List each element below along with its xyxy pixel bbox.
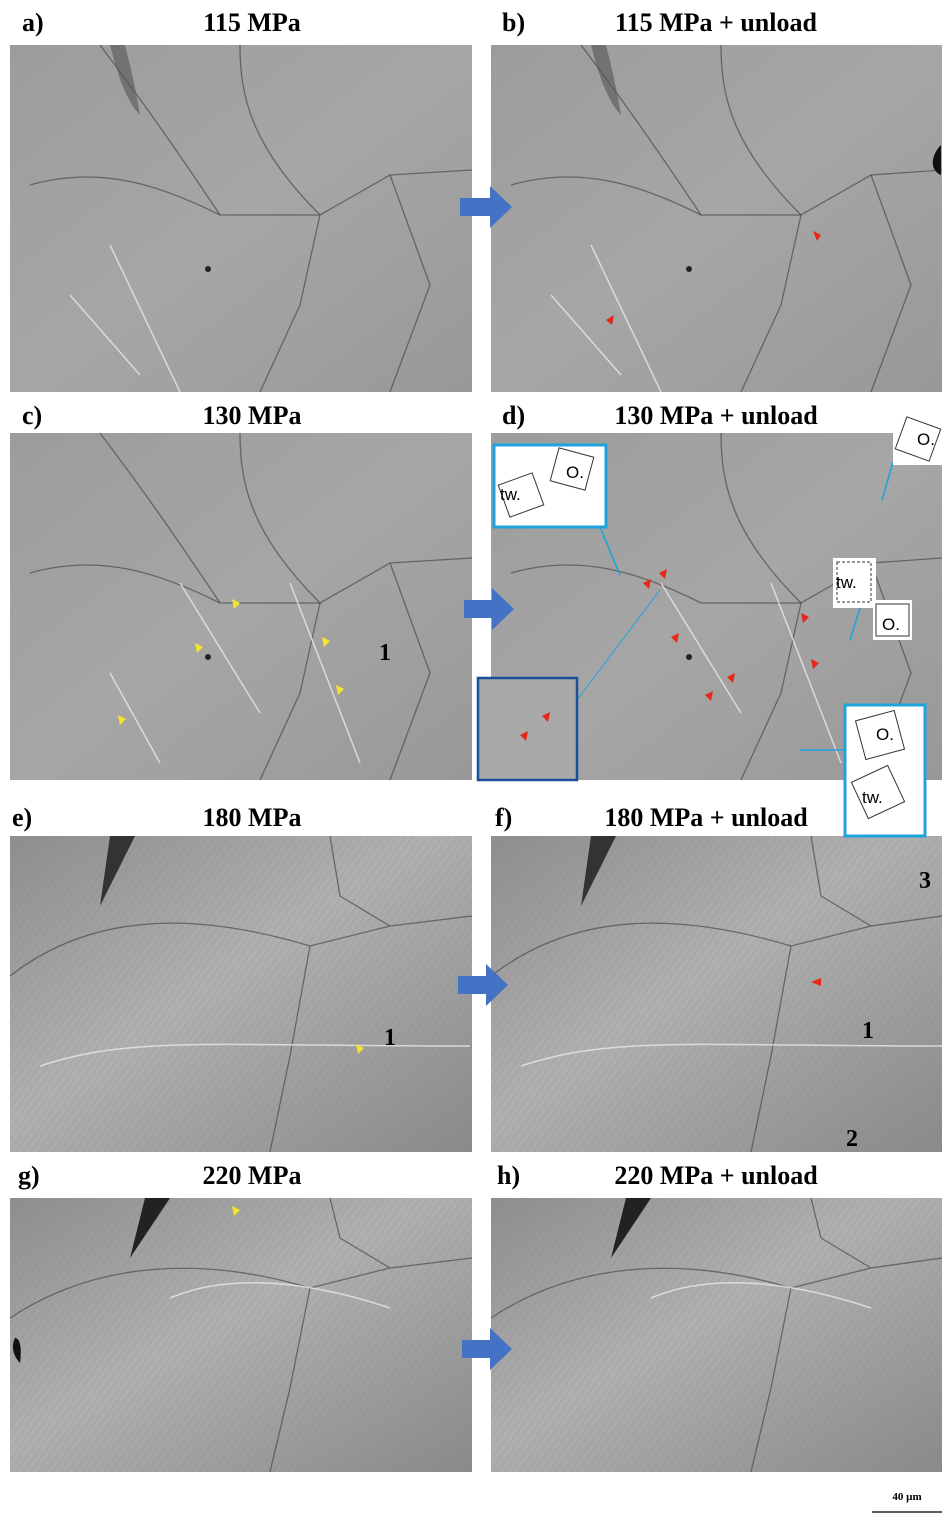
panel-title: 115 MPa <box>203 8 301 37</box>
panel-label: c) <box>22 401 42 430</box>
panel-label: b) <box>502 8 525 37</box>
inset-label: tw. <box>862 788 883 807</box>
panel-title: 220 MPa + unload <box>614 1161 818 1190</box>
grain-number: 3 <box>919 868 931 894</box>
micrograph <box>491 45 942 392</box>
inset-label: O. <box>882 615 900 634</box>
scale-bar-label: 40 µm <box>892 1491 921 1503</box>
scale-bar: 40 µm <box>872 1491 942 1512</box>
inset-label: tw. <box>500 485 521 504</box>
panel-label: h) <box>497 1161 520 1190</box>
micrograph <box>10 1198 472 1472</box>
micrograph <box>491 1198 942 1472</box>
micrograph <box>10 433 472 780</box>
inset-label: O. <box>876 725 894 744</box>
inset-label: O. <box>917 430 935 449</box>
panel-title: 130 MPa + unload <box>614 401 818 430</box>
panel-label: f) <box>495 803 512 832</box>
panel-label: e) <box>12 803 32 832</box>
panel-label: g) <box>18 1161 40 1190</box>
panel-title: 115 MPa + unload <box>615 8 817 37</box>
panel-label: a) <box>22 8 44 37</box>
panel-title: 180 MPa <box>203 803 302 832</box>
micrograph <box>10 45 472 392</box>
inset-label: O. <box>566 463 584 482</box>
panel-label: d) <box>502 401 525 430</box>
panel-title: 180 MPa + unload <box>604 803 808 832</box>
grain-number: 1 <box>862 1018 874 1044</box>
figure: a) 115 MPa b) 115 MPa + unload c) 130 MP… <box>0 0 942 1519</box>
panel-title: 220 MPa <box>203 1161 302 1190</box>
grain-number: 1 <box>384 1025 396 1051</box>
micrograph <box>491 836 942 1152</box>
grain-number: 1 <box>379 640 391 666</box>
grain-number: 2 <box>846 1126 858 1152</box>
micrographs <box>10 45 942 1472</box>
zoom-inset <box>478 678 577 780</box>
inset-label: tw. <box>836 573 857 592</box>
panel-title: 130 MPa <box>203 401 302 430</box>
micrograph <box>10 836 472 1152</box>
